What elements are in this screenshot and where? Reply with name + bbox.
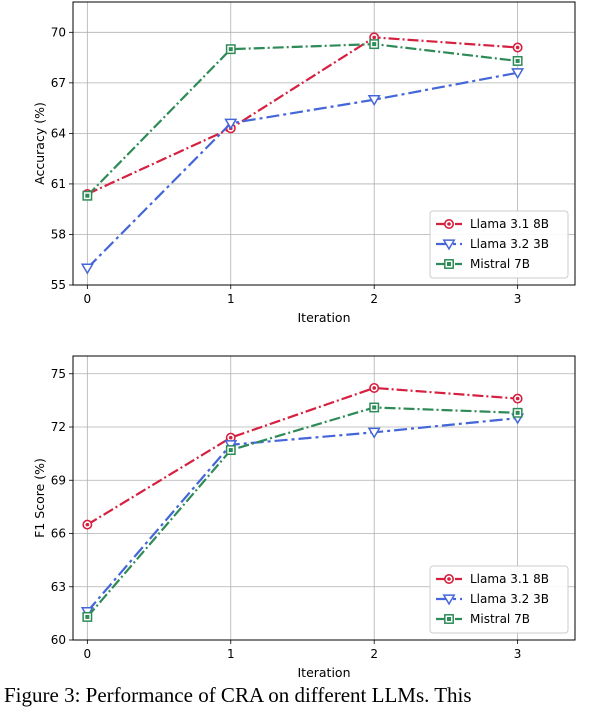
legend-entry-llama-3-1-8b: Llama 3.1 8B bbox=[436, 572, 549, 586]
y-axis-label: Accuracy (%) bbox=[32, 102, 47, 185]
series-line bbox=[86, 406, 518, 618]
data-point-dot bbox=[515, 396, 520, 401]
series-line bbox=[86, 71, 518, 269]
legend-label: Mistral 7B bbox=[470, 612, 530, 626]
y-axis-label: F1 Score (%) bbox=[32, 458, 47, 538]
legend-entry-llama-3-2-3b: Llama 3.2 3B bbox=[436, 237, 549, 251]
figure: 0 1 2 3 55 58 61 64 67 70 Iteration Accuracy (%) Lla… bbox=[32, 1, 576, 680]
chart-1: 0 1 2 3 55 58 61 64 67 70 Iteration Accuracy (%) Lla… bbox=[32, 1, 576, 325]
y-tick-label: 60 bbox=[51, 633, 66, 647]
chart-2: 0 1 2 3 60 63 66 69 72 75 Iteration F1 Score (%) Lla… bbox=[32, 355, 576, 680]
legend-label: Llama 3.2 3B bbox=[470, 237, 549, 251]
data-point bbox=[224, 118, 238, 130]
data-point-dot bbox=[372, 35, 377, 40]
y-tick-label: 67 bbox=[51, 76, 66, 90]
x-tick-label: 1 bbox=[227, 647, 235, 661]
x-tick-label: 0 bbox=[84, 647, 92, 661]
legend-marker-fill bbox=[447, 617, 451, 621]
plot-frame bbox=[72, 355, 576, 641]
legend-box bbox=[429, 210, 569, 279]
y-tick-label: 69 bbox=[51, 473, 66, 487]
legend-marker-dot bbox=[447, 577, 451, 581]
data-point-dot bbox=[515, 45, 520, 50]
y-tick-label: 64 bbox=[51, 126, 66, 140]
series-line bbox=[86, 36, 518, 196]
series-line bbox=[86, 43, 518, 197]
x-tick-label: 2 bbox=[370, 292, 378, 306]
data-point-fill bbox=[372, 405, 377, 410]
data-point-dot bbox=[228, 435, 233, 440]
data-point bbox=[367, 427, 381, 439]
x-tick-label: 3 bbox=[514, 647, 522, 661]
legend: Llama 3.1 8B Llama 3.2 3B Mistral 7B bbox=[429, 210, 569, 279]
legend-marker bbox=[442, 239, 456, 251]
series-mistral-7b bbox=[82, 402, 523, 622]
data-point-dot bbox=[85, 522, 90, 527]
series-mistral-7b bbox=[82, 39, 523, 201]
legend-marker bbox=[442, 594, 456, 606]
legend-label: Mistral 7B bbox=[470, 257, 530, 271]
legend-entry-mistral-7b: Mistral 7B bbox=[436, 612, 530, 626]
y-tick-label: 55 bbox=[51, 278, 66, 292]
x-tick-label: 0 bbox=[84, 292, 92, 306]
legend-label: Llama 3.2 3B bbox=[470, 592, 549, 606]
legend: Llama 3.1 8B Llama 3.2 3B Mistral 7B bbox=[429, 565, 569, 634]
y-tick-label: 63 bbox=[51, 580, 66, 594]
x-axis-label: Iteration bbox=[297, 310, 350, 325]
x-tick-label: 3 bbox=[514, 292, 522, 306]
legend-label: Llama 3.1 8B bbox=[470, 572, 549, 586]
legend-marker-fill bbox=[447, 262, 451, 266]
legend-label: Llama 3.1 8B bbox=[470, 217, 549, 231]
data-point-fill bbox=[228, 448, 233, 453]
data-point-fill bbox=[515, 58, 520, 63]
data-point-fill bbox=[372, 42, 377, 47]
data-point-fill bbox=[85, 614, 90, 619]
y-tick-label: 75 bbox=[51, 367, 66, 381]
legend-marker-dot bbox=[447, 222, 451, 226]
x-axis-label: Iteration bbox=[297, 665, 350, 680]
series-llama-3-1-8b bbox=[82, 382, 523, 530]
data-point bbox=[80, 263, 94, 275]
data-point bbox=[511, 68, 525, 80]
y-tick-label: 66 bbox=[51, 527, 66, 541]
legend-box bbox=[429, 565, 569, 634]
y-tick-label: 70 bbox=[51, 25, 66, 39]
x-tick-label: 2 bbox=[370, 647, 378, 661]
data-point-fill bbox=[515, 410, 520, 415]
plot-frame bbox=[72, 1, 576, 286]
data-point bbox=[367, 95, 381, 107]
data-point-fill bbox=[228, 47, 233, 52]
y-tick-label: 72 bbox=[51, 420, 66, 434]
series-llama-3-2-3b bbox=[80, 68, 525, 275]
figure-caption: Figure 3: Performance of CRA on differen… bbox=[4, 683, 472, 707]
series-llama-3-1-8b bbox=[82, 32, 523, 200]
legend-entry-mistral-7b: Mistral 7B bbox=[436, 257, 530, 271]
series-line bbox=[86, 417, 518, 613]
data-point-fill bbox=[85, 193, 90, 198]
data-point-dot bbox=[372, 386, 377, 390]
y-tick-label: 61 bbox=[51, 177, 66, 191]
legend-entry-llama-3-2-3b: Llama 3.2 3B bbox=[436, 592, 549, 606]
x-tick-label: 1 bbox=[227, 292, 235, 306]
y-tick-label: 58 bbox=[51, 227, 66, 241]
legend-entry-llama-3-1-8b: Llama 3.1 8B bbox=[436, 217, 549, 231]
series-line bbox=[86, 386, 518, 526]
